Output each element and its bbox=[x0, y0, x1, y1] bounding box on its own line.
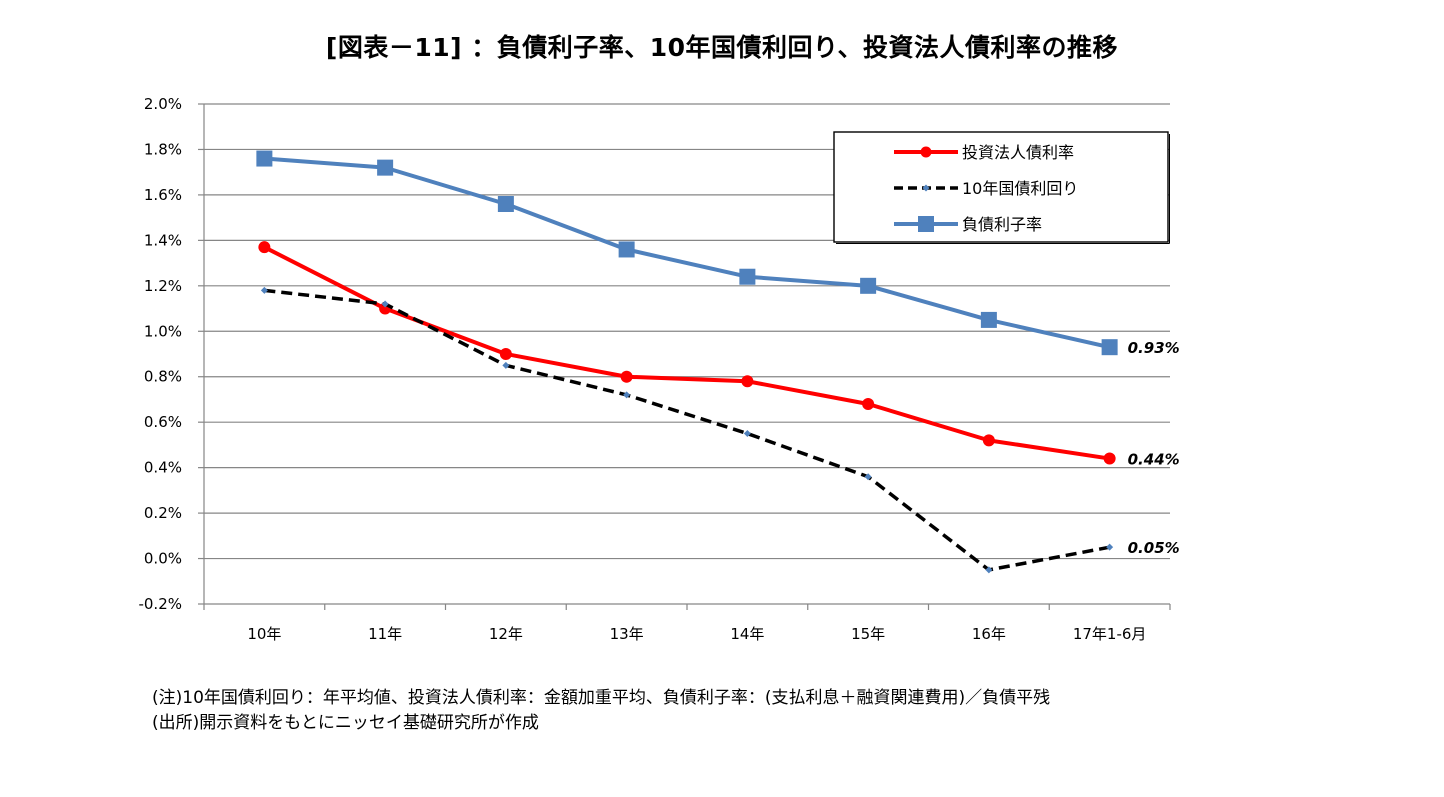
data-point bbox=[623, 391, 631, 399]
data-point bbox=[502, 361, 510, 369]
y-tick-label: 1.0% bbox=[144, 322, 182, 340]
y-tick-label: 2.0% bbox=[144, 95, 182, 113]
y-tick-label: 1.8% bbox=[144, 140, 182, 158]
data-point bbox=[1106, 543, 1114, 551]
x-axis: 10年 11年 12年 13年 14年 15年 16年 17年1-6月 bbox=[203, 604, 1171, 643]
data-point bbox=[980, 311, 997, 328]
y-tick-label: 1.2% bbox=[144, 277, 182, 295]
x-tick-label: 14年 bbox=[730, 625, 764, 643]
data-point bbox=[860, 277, 877, 294]
y-axis: 2.0% 1.8% 1.6% 1.4% 1.2% 1.0% 0.8% 0.6% 0.4% 0.2%… bbox=[138, 95, 205, 613]
series-group: 0.44% 0.05% 0.93% bbox=[256, 150, 1180, 574]
data-point bbox=[258, 241, 271, 254]
series-2: 0.05% bbox=[260, 286, 1180, 574]
y-tick-label: 0.2% bbox=[144, 504, 182, 522]
legend-marker bbox=[922, 184, 930, 192]
data-point bbox=[618, 241, 635, 258]
data-point bbox=[739, 268, 756, 285]
data-point bbox=[620, 370, 633, 383]
x-tick-label: 12年 bbox=[489, 625, 523, 643]
y-tick-label: 0.4% bbox=[144, 459, 182, 477]
data-point bbox=[1101, 339, 1118, 356]
y-tick-label: 1.4% bbox=[144, 231, 182, 249]
x-tick-label: 15年 bbox=[851, 625, 885, 643]
data-label: 0.05% bbox=[1128, 539, 1180, 557]
y-tick-label: 1.6% bbox=[144, 186, 182, 204]
legend-label: 投資法人債利率 bbox=[962, 143, 1074, 162]
data-point bbox=[743, 430, 751, 438]
legend-label: 負債利子率 bbox=[962, 215, 1042, 234]
legend-label: 10年国債利回り bbox=[962, 179, 1078, 198]
series-line bbox=[264, 288, 1110, 572]
data-point bbox=[864, 473, 872, 481]
data-point bbox=[985, 566, 993, 574]
x-tick-label: 11年 bbox=[368, 625, 402, 643]
data-point bbox=[377, 159, 394, 176]
data-point bbox=[741, 375, 754, 388]
series-line bbox=[263, 245, 1110, 461]
y-tick-label: -0.2% bbox=[138, 595, 182, 613]
data-label: 0.93% bbox=[1128, 339, 1180, 357]
x-tick-label: 16年 bbox=[972, 625, 1006, 643]
y-tick-label: 0.6% bbox=[144, 413, 182, 431]
y-tick-label: 0.8% bbox=[144, 368, 182, 386]
data-point bbox=[497, 196, 514, 212]
data-point bbox=[982, 434, 995, 447]
data-point bbox=[260, 286, 268, 294]
data-point bbox=[381, 300, 389, 308]
chart-notes: (注)10年国債利回り：年平均値、投資法人債利率：金額加重平均、負債利子率：(支… bbox=[152, 686, 1050, 736]
source-line: (出所)開示資料をもとにニッセイ基礎研究所が作成 bbox=[152, 713, 539, 733]
data-label: 0.44% bbox=[1128, 451, 1180, 469]
x-tick-label: 10年 bbox=[247, 625, 281, 643]
note-line: (注)10年国債利回り：年平均値、投資法人債利率：金額加重平均、負債利子率：(支… bbox=[152, 688, 1051, 708]
data-point bbox=[499, 348, 512, 360]
chart-title: [図表－11] ：負債利子率、10年国債利回り、投資法人債利率の推移 bbox=[325, 33, 1119, 62]
series-1: 0.44% bbox=[258, 241, 1180, 469]
series-3: 0.93% bbox=[256, 150, 1180, 357]
legend-box bbox=[833, 131, 1169, 243]
x-tick-label: 13年 bbox=[610, 625, 644, 643]
grid-lines bbox=[204, 103, 1170, 605]
y-tick-label: 0.0% bbox=[144, 550, 182, 568]
x-tick-label: 17年1-6月 bbox=[1073, 625, 1147, 643]
data-point bbox=[862, 398, 875, 410]
legend-marker bbox=[918, 216, 934, 232]
legend-marker bbox=[920, 146, 932, 158]
series-line bbox=[264, 156, 1111, 350]
data-point bbox=[256, 150, 273, 167]
data-point bbox=[1103, 452, 1116, 465]
